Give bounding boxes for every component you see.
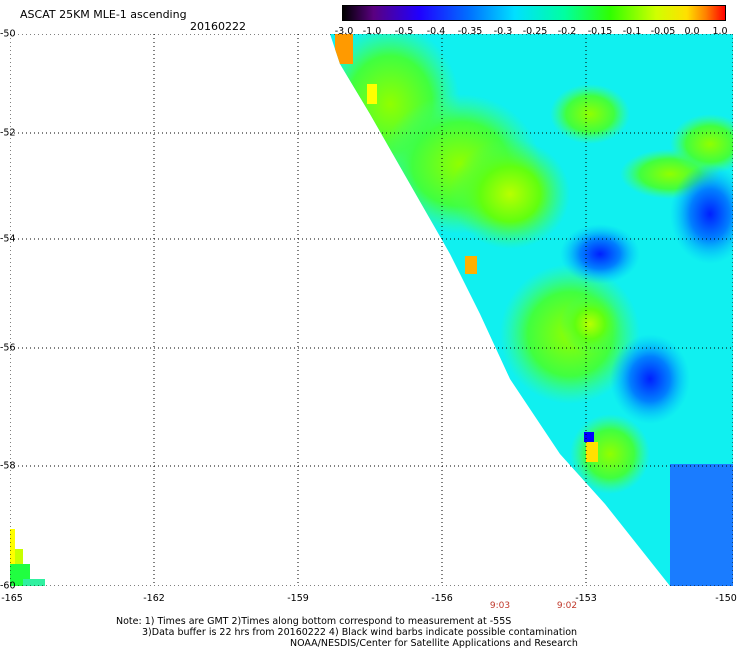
cbar-label: -0.15 — [587, 26, 613, 37]
corner-data-patch — [10, 529, 45, 586]
cbar-label: -0.1 — [622, 26, 642, 37]
lat-label: -56 — [0, 342, 16, 354]
lon-label: -165 — [1, 593, 23, 604]
lon-label: -153 — [575, 593, 597, 604]
cbar-label: 0.0 — [684, 26, 700, 37]
product-title: ASCAT 25KM MLE-1 ascending — [20, 8, 187, 21]
lat-label: -52 — [0, 127, 16, 139]
cbar-label: -0.3 — [493, 26, 513, 37]
lon-label: -162 — [143, 593, 165, 604]
measurement-time: 9:03 — [489, 601, 511, 611]
cbar-label: -0.25 — [522, 26, 548, 37]
date-label: 20160222 — [190, 20, 246, 33]
lat-label: -54 — [0, 233, 16, 245]
cbar-label: -0.2 — [557, 26, 577, 37]
scatterometer-swath — [330, 34, 733, 586]
cbar-label: -0.4 — [426, 26, 446, 37]
note-line-2: 3)Data buffer is 22 hrs from 20160222 4)… — [142, 627, 578, 638]
note-line-1: Note: 1) Times are GMT 2)Times along bot… — [116, 616, 512, 627]
note-line-3: NOAA/NESDIS/Center for Satellite Applica… — [290, 638, 578, 649]
lat-label: -60 — [0, 580, 16, 592]
color-scale-bar — [342, 5, 726, 21]
lat-label: -58 — [0, 460, 16, 472]
cbar-label: 1.0 — [712, 26, 728, 37]
lon-label: -150 — [715, 593, 737, 604]
map-plot-area — [10, 34, 733, 586]
cbar-label: -1.0 — [362, 26, 382, 37]
lat-label: -50 — [0, 28, 16, 40]
cbar-label: -3.0 — [334, 26, 354, 37]
cbar-label: -0.05 — [650, 26, 676, 37]
lon-label: -159 — [287, 593, 309, 604]
map-frame-dotted — [10, 34, 733, 586]
measurement-time: 9:02 — [556, 601, 578, 611]
cbar-label: -0.5 — [394, 26, 414, 37]
lon-label: -156 — [431, 593, 453, 604]
cbar-label: -0.35 — [457, 26, 483, 37]
